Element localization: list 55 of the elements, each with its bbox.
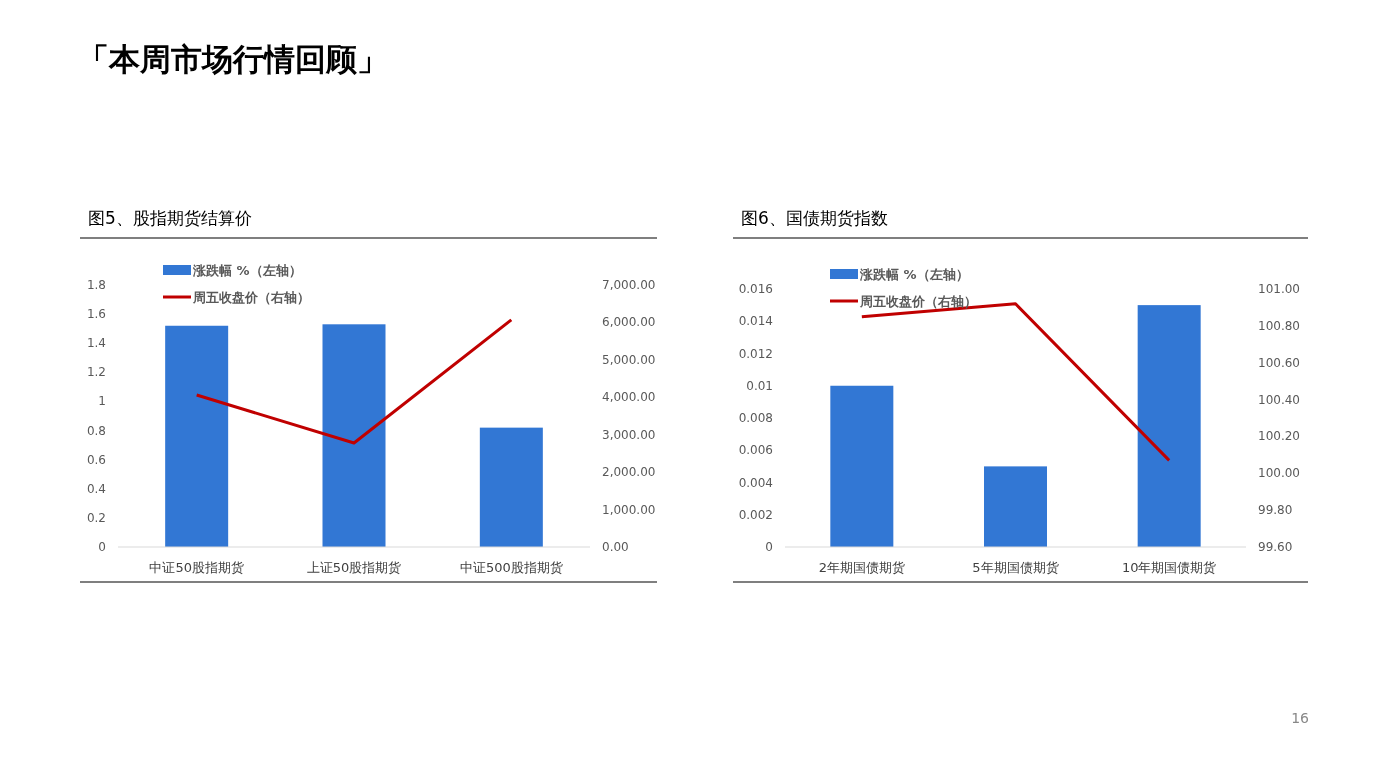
bar (830, 385, 894, 547)
legend-label: 周五收盘价（右轴） (859, 294, 977, 309)
y-tick-label: 0.4 (86, 481, 106, 496)
y-tick-label: 0.008 (738, 411, 773, 425)
y-tick-label: 0.8 (86, 423, 106, 438)
bar (1137, 305, 1201, 547)
y2-tick-label: 7,000.00 (602, 278, 656, 292)
y-tick-label: 0 (765, 540, 773, 554)
y-tick-label: 0.002 (738, 507, 773, 522)
y-tick-label: 1.2 (86, 365, 106, 380)
y2-tick-label: 0.00 (602, 540, 629, 554)
y-tick-label: 1.6 (86, 307, 106, 322)
y2-tick-label: 5,000.00 (602, 352, 656, 367)
bar (165, 325, 229, 547)
y2-tick-label: 4,000.00 (602, 390, 656, 405)
y2-tick-label: 100.40 (1258, 392, 1300, 407)
y-tick-label: 0.016 (738, 282, 773, 296)
y2-tick-label: 99.80 (1258, 503, 1293, 518)
y2-tick-label: 101.00 (1258, 282, 1300, 296)
y2-tick-label: 100.80 (1258, 318, 1300, 333)
text: 「本周市场行情回顾」 (78, 41, 388, 77)
x-tick-label: 中证500股指期货 (459, 560, 563, 575)
y-tick-label: 1 (98, 394, 106, 409)
bar (479, 427, 543, 547)
y-tick-label: 0.2 (86, 510, 106, 525)
y-tick-label: 0.014 (738, 314, 773, 329)
y-tick-label: 0.012 (738, 346, 773, 361)
x-tick-label: 10年期国债期货 (1121, 560, 1217, 575)
y2-tick-label: 100.00 (1258, 466, 1300, 481)
y2-tick-label: 2,000.00 (602, 465, 656, 480)
y2-tick-label: 100.20 (1258, 429, 1300, 444)
chart-title: 图6、国债期货指数 (741, 208, 888, 228)
y2-tick-label: 100.60 (1258, 355, 1300, 370)
y-tick-label: 0.6 (86, 452, 106, 467)
legend-label: 涨跌幅 %（左轴） (192, 263, 302, 278)
bar (322, 324, 386, 547)
legend-label: 涨跌幅 %（左轴） (859, 267, 969, 282)
x-tick-label: 2年期国债期货 (818, 560, 905, 575)
y2-tick-label: 3,000.00 (602, 427, 656, 442)
x-tick-label: 5年期国债期货 (972, 560, 1059, 575)
y-tick-label: 0 (98, 540, 106, 554)
y-tick-label: 0.006 (738, 443, 773, 458)
legend-label: 周五收盘价（右轴） (192, 290, 310, 305)
text: 16 (1291, 710, 1310, 726)
y-tick-label: 1.8 (86, 278, 106, 292)
x-tick-label: 中证50股指期货 (149, 560, 244, 575)
y2-tick-label: 1,000.00 (602, 502, 656, 517)
x-tick-label: 上证50股指期货 (306, 560, 402, 575)
bar (984, 466, 1047, 547)
y2-tick-label: 6,000.00 (602, 315, 656, 330)
y-tick-label: 1.4 (86, 336, 106, 351)
y2-tick-label: 99.60 (1258, 540, 1293, 554)
chart-title: 图5、股指期货结算价 (88, 208, 252, 228)
y-tick-label: 0.004 (738, 475, 773, 490)
y-tick-label: 0.01 (746, 378, 773, 393)
